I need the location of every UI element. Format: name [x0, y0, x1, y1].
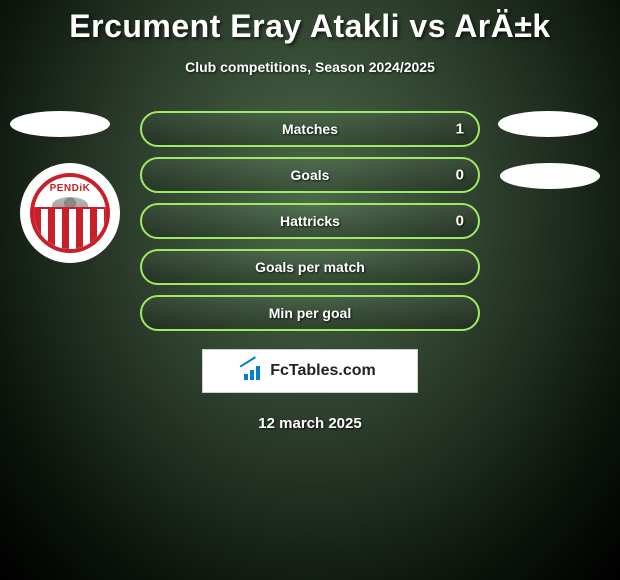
club-right-placeholder	[500, 163, 600, 189]
brand-text-fc: Fc	[270, 362, 289, 379]
player-right-avatar-placeholder	[498, 111, 598, 137]
stat-row-matches: Matches 1	[140, 111, 480, 147]
stats-list: Matches 1 Goals 0 Hattricks 0 Goals per …	[140, 111, 480, 331]
club-badge-stripes	[34, 207, 106, 249]
stat-label: Hattricks	[280, 213, 340, 229]
brand-text-rest: Tables.com	[289, 362, 376, 379]
stat-label: Goals per match	[255, 259, 365, 275]
stat-value-right: 1	[456, 121, 464, 138]
club-left-badge: PENDiK	[20, 163, 120, 263]
stat-row-hattricks: Hattricks 0	[140, 203, 480, 239]
stat-label: Matches	[282, 121, 338, 137]
page-title: Ercument Eray Atakli vs ArÄ±k	[69, 8, 550, 45]
club-badge-label: PENDiK	[50, 183, 91, 194]
page-subtitle: Club competitions, Season 2024/2025	[185, 59, 435, 75]
date-label: 12 march 2025	[258, 415, 361, 432]
stat-label: Min per goal	[269, 305, 351, 321]
content-root: Ercument Eray Atakli vs ArÄ±k Club compe…	[0, 0, 620, 580]
stat-label: Goals	[291, 167, 330, 183]
comparison-area: PENDiK Matches 1 Goals 0 Hattricks 0 Goa…	[0, 111, 620, 331]
stat-value-right: 0	[456, 213, 464, 230]
stat-row-min-per-goal: Min per goal	[140, 295, 480, 331]
brand-attribution[interactable]: FcTables.com	[202, 349, 418, 393]
stat-value-right: 0	[456, 167, 464, 184]
stat-row-goals: Goals 0	[140, 157, 480, 193]
club-badge-inner: PENDiK	[30, 173, 110, 253]
stat-row-goals-per-match: Goals per match	[140, 249, 480, 285]
bar-chart-icon	[244, 362, 266, 380]
player-left-avatar-placeholder	[10, 111, 110, 137]
brand-text: FcTables.com	[270, 362, 376, 380]
